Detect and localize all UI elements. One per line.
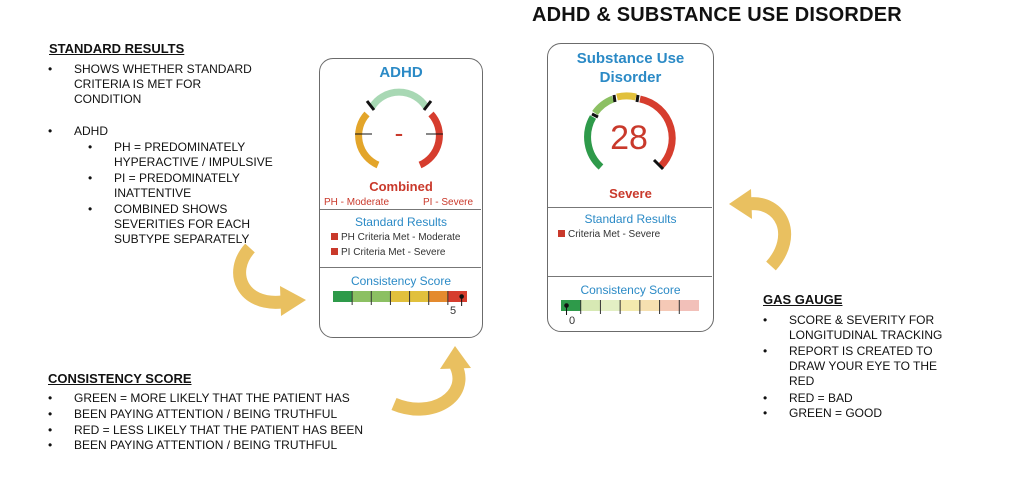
sud-card-title: Substance Use Disorder [576, 50, 685, 86]
sud-bar-segment [659, 300, 680, 311]
sud-bar-segment [679, 300, 699, 311]
adhd-ph-label: PH - Moderate [324, 197, 390, 208]
adhd-bar-segment [447, 291, 467, 302]
adhd-consistency-value: 5 [450, 305, 457, 317]
adhd-gauge-tick [422, 100, 433, 111]
page-title: ADHD & SUBSTANCE USE DISORDER [532, 4, 902, 26]
adhd-divider [320, 209, 481, 210]
gas-gauge-heading: GAS GAUGE [763, 292, 843, 307]
sud-bar-segment [620, 300, 640, 311]
arrow-consistency-score-head [440, 346, 471, 369]
adhd-card-title: ADHD [379, 64, 423, 81]
sud-gauge-tick [635, 94, 640, 103]
sud-consistency-title: Consistency Score [580, 283, 681, 297]
arrow-standard-results-head [280, 286, 306, 316]
consistency-score-heading: CONSISTENCY SCORE [48, 371, 192, 386]
sud-bar-segment [600, 300, 621, 311]
adhd-criteria-ph: PH Criteria Met - Moderate [331, 232, 460, 243]
adhd-bar-segment [390, 291, 410, 302]
sud-gauge-tick [591, 112, 599, 119]
arrow-consistency-score [391, 363, 466, 416]
sud-gauge-lightgreen-arc [592, 95, 615, 116]
adhd-severity: Combined [369, 179, 433, 194]
arrow-gas-gauge-head [729, 189, 752, 219]
adhd-gauge-tick [365, 100, 376, 111]
adhd-pi-label: PI - Severe [423, 197, 474, 208]
sud-bar-segment [561, 300, 581, 311]
sud-gauge-value: 28 [610, 119, 648, 157]
arrow-gas-gauge [747, 197, 792, 271]
sud-criteria: Criteria Met - Severe [558, 229, 660, 240]
adhd-consistency-title: Consistency Score [350, 274, 452, 288]
adhd-bar-segment [371, 291, 391, 302]
sud-divider [548, 276, 712, 277]
sud-gauge-needle [652, 158, 665, 171]
sud-gauge-yellow-arc [616, 92, 637, 101]
adhd-gauge-left-arc [355, 111, 380, 169]
adhd-bar-segment [333, 291, 353, 302]
adhd-bar-segment [352, 291, 372, 302]
sud-report-card [547, 43, 714, 332]
sud-bar-segment [639, 300, 660, 311]
adhd-gauge-right-arc [418, 111, 443, 169]
adhd-bar-segment [428, 291, 448, 302]
sud-gauge-tick [612, 94, 617, 103]
sud-severity: Severe [609, 186, 652, 201]
sud-standard-results-title: Standard Results [584, 212, 677, 226]
adhd-bar-segment [409, 291, 429, 302]
adhd-divider [320, 267, 481, 268]
adhd-criteria-pi: PI Criteria Met - Severe [331, 247, 445, 258]
standard-results-heading: STANDARD RESULTS [49, 41, 185, 56]
arrow-standard-results [233, 243, 283, 309]
sud-gauge-red-arc [639, 95, 676, 170]
adhd-gauge-top-arc [369, 88, 429, 110]
sud-gauge-green-arc [584, 115, 604, 170]
adhd-standard-results-title: Standard Results [354, 215, 448, 229]
adhd-gauge-value: - [394, 118, 404, 148]
sud-bar-segment [580, 300, 601, 311]
sud-divider [548, 207, 712, 208]
sud-consistency-value: 0 [569, 315, 576, 327]
